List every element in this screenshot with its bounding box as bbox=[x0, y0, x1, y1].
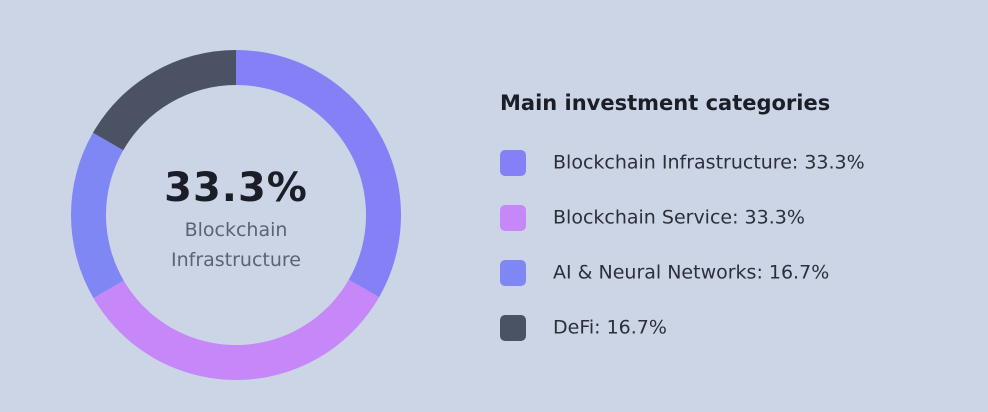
center-label: 33.3% Blockchain Infrastructure bbox=[146, 165, 326, 275]
slice bbox=[93, 279, 380, 380]
legend-label: Blockchain Service: 33.3% bbox=[553, 207, 805, 229]
legend-swatch bbox=[500, 205, 526, 231]
legend-label: Blockchain Infrastructure: 33.3% bbox=[553, 152, 865, 174]
legend-swatch bbox=[500, 150, 526, 176]
legend-label: DeFi: 16.7% bbox=[553, 317, 667, 339]
legend-swatch bbox=[500, 260, 526, 286]
slice bbox=[236, 50, 401, 298]
slice bbox=[71, 132, 124, 299]
center-category: Blockchain Infrastructure bbox=[170, 219, 301, 271]
legend-title: Main investment categories bbox=[500, 91, 830, 115]
center-value: 33.3% bbox=[164, 165, 308, 211]
legend-label: AI & Neural Networks: 16.7% bbox=[553, 262, 829, 284]
slice bbox=[92, 49, 236, 151]
legend-swatch bbox=[500, 315, 526, 341]
